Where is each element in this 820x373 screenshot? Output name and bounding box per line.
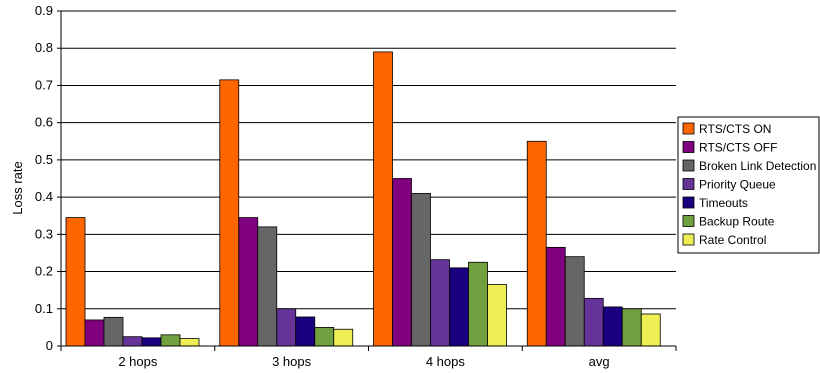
y-tick-label: 0.8 [35,40,53,55]
legend-box [677,116,820,254]
y-tick-label: 0 [46,338,53,353]
legend-swatch [682,122,695,135]
legend-swatch [682,141,695,153]
legend-swatch [682,215,695,227]
bar [122,336,143,347]
bar [238,217,259,347]
y-tick-label: 0.4 [35,189,53,204]
bar [449,267,469,347]
bar [84,319,105,347]
y-tick-label: 0.1 [35,301,53,316]
category-label: 3 hops [272,354,312,369]
y-tick-label: 0.9 [35,3,53,18]
category-label: avg [589,354,610,369]
legend-swatch [682,159,695,172]
bar [314,326,335,347]
legend-label: Backup Route [699,215,775,229]
legend-label: Timeouts [699,196,748,210]
bar [219,79,240,347]
legend-label: RTS/CTS OFF [699,141,777,155]
category-label: 2 hops [118,354,158,369]
y-tick-label: 0.3 [35,226,53,241]
bar [487,284,507,347]
y-tick-label: 0.5 [35,152,53,167]
bar [621,308,642,347]
bar [141,337,162,347]
bar [392,178,412,347]
bar [179,338,200,347]
bar [103,316,124,347]
legend-swatch [682,178,695,190]
bar [526,140,547,347]
bar [333,328,354,347]
gridlines [57,10,676,347]
bar [583,297,604,347]
category-label: 4 hops [426,354,466,369]
bar [65,217,86,347]
legend-swatch [682,233,695,246]
bar [430,259,450,347]
y-tick-label: 0.7 [35,77,53,92]
y-axis-label: Loss rate [10,161,25,214]
bar [160,334,181,347]
legend-swatch [682,196,695,209]
legend-label: RTS/CTS ON [699,122,771,136]
bar [468,261,488,347]
bar [373,51,393,347]
bar [640,313,661,347]
bar [276,308,297,347]
legend-label: Broken Link Detection [699,159,816,173]
bars [65,51,661,347]
legend: RTS/CTS ON RTS/CTS OFF Broken Link Detecti… [677,116,820,254]
bar [411,192,431,347]
bar [257,226,278,347]
bar [545,246,566,347]
y-tick-label: 0.2 [35,264,53,279]
y-tick-label: 0.6 [35,115,53,130]
bar [602,306,623,347]
bar [295,316,316,347]
y-tick-labels: 0 0.1 0.2 0.3 0.4 0.5 0.6 0.7 0.8 0.9 [35,3,53,353]
legend-label: Priority Queue [699,178,776,192]
category-labels: 2 hops 3 hops 4 hops avg [60,346,677,369]
bar [564,256,585,347]
legend-label: Rate Control [699,233,766,247]
